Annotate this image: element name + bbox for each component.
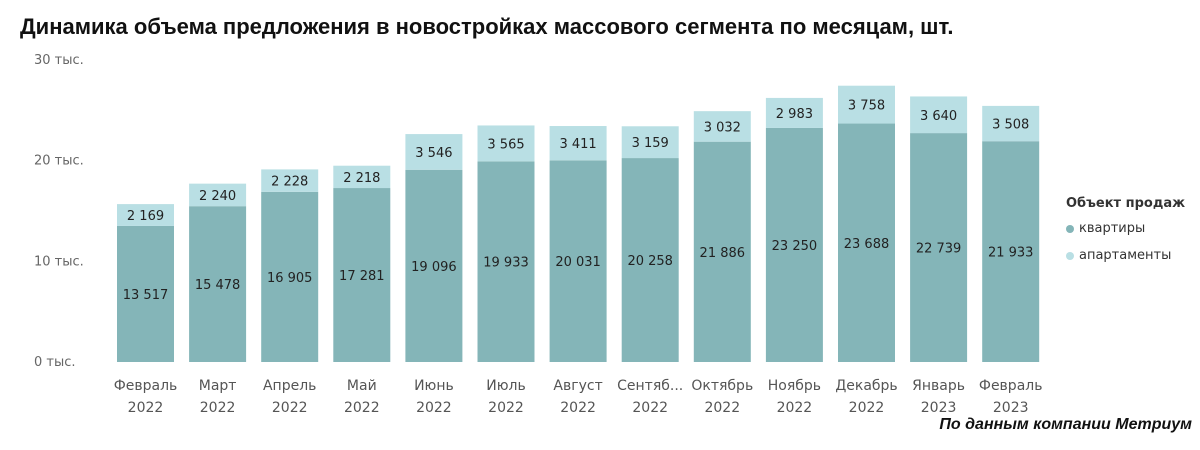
x-tick-label: Сентяб... [617, 378, 683, 394]
x-tick-label: 2022 [200, 400, 236, 416]
x-tick-label: 2022 [777, 400, 813, 416]
data-label-flats: 21 933 [988, 246, 1034, 261]
x-tick-label: 2022 [272, 400, 308, 416]
bar-segment-apartments[interactable] [621, 126, 679, 159]
source-note: По данным компании Метриум [939, 416, 1192, 433]
data-label-flats: 23 688 [844, 237, 890, 252]
data-label-flats: 20 258 [627, 254, 673, 269]
x-tick-label: 2022 [632, 400, 668, 416]
x-tick-label: 2022 [344, 400, 380, 416]
data-label-apartments: 3 546 [415, 146, 452, 161]
legend-label-apartments: апартаменты [1079, 248, 1172, 263]
x-tick-label: 2022 [416, 400, 452, 416]
x-tick-label: 2022 [488, 400, 524, 416]
bar-segment-flats[interactable] [189, 206, 247, 362]
y-tick-label: 0 тыс. [34, 355, 76, 370]
legend: Объект продаж квартиры апартаменты [1066, 196, 1185, 275]
data-label-flats: 19 933 [483, 256, 529, 271]
x-tick-label: Ноябрь [768, 378, 821, 394]
data-label-apartments: 3 159 [632, 136, 669, 151]
data-label-flats: 15 478 [195, 278, 241, 293]
x-tick-label: Февраль [114, 378, 178, 394]
legend-label-flats: квартиры [1079, 221, 1146, 236]
bar-segment-flats[interactable] [982, 141, 1040, 362]
x-tick-label: Декабрь [835, 378, 897, 394]
data-label-apartments: 2 228 [271, 175, 308, 190]
data-label-apartments: 2 240 [199, 189, 236, 204]
x-tick-label: Июнь [414, 378, 454, 394]
data-label-flats: 22 739 [916, 242, 962, 257]
data-label-flats: 16 905 [267, 271, 313, 286]
data-label-flats: 23 250 [772, 239, 818, 254]
data-label-apartments: 3 565 [487, 137, 524, 152]
x-tick-label: 2023 [921, 400, 957, 416]
bar-segment-apartments[interactable] [693, 111, 751, 142]
x-tick-label: Май [347, 378, 377, 394]
x-tick-label: Август [553, 378, 602, 394]
bar-segment-flats[interactable] [910, 133, 968, 362]
legend-item-apartments[interactable]: апартаменты [1066, 248, 1185, 263]
x-tick-label: 2022 [560, 400, 596, 416]
x-tick-label: 2022 [849, 400, 885, 416]
bar-segment-flats[interactable] [838, 123, 895, 362]
data-label-apartments: 3 032 [704, 120, 741, 135]
data-label-apartments: 2 169 [127, 209, 164, 224]
bar-segment-apartments[interactable] [549, 126, 607, 161]
bar-segment-flats[interactable] [693, 141, 751, 362]
bar-segment-flats[interactable] [117, 225, 174, 362]
legend-title: Объект продаж [1066, 196, 1186, 211]
x-tick-label: 2023 [993, 400, 1029, 416]
bar-segment-apartments[interactable] [333, 165, 391, 189]
y-tick-label: 20 тыс. [34, 154, 84, 169]
legend-swatch-apartments [1066, 251, 1074, 260]
bar-segment-apartments[interactable] [765, 97, 823, 128]
bar-segment-apartments[interactable] [117, 204, 174, 226]
bar-segment-apartments[interactable] [189, 183, 247, 207]
x-tick-label: Март [199, 378, 237, 394]
data-label-flats: 17 281 [339, 269, 385, 284]
data-label-apartments: 3 758 [848, 99, 885, 114]
chart-title: Динамика объема предложения в новостройк… [20, 14, 954, 39]
bar-segment-apartments[interactable] [982, 105, 1040, 142]
data-label-flats: 13 517 [123, 288, 169, 303]
bar-segment-flats[interactable] [405, 169, 463, 362]
y-tick-label: 10 тыс. [34, 254, 84, 269]
x-tick-label: 2022 [704, 400, 740, 416]
bar-segment-apartments[interactable] [910, 96, 968, 134]
bar-segment-flats[interactable] [261, 191, 319, 362]
y-tick-label: 30 тыс. [34, 53, 84, 68]
bar-segment-apartments[interactable] [838, 85, 895, 124]
bar-segment-flats[interactable] [549, 160, 607, 362]
bar-segment-flats[interactable] [333, 188, 391, 362]
bar-segment-flats[interactable] [621, 158, 679, 362]
bar-segment-apartments[interactable] [405, 134, 463, 170]
legend-item-apartments-flats[interactable]: квартиры [1066, 221, 1185, 236]
x-tick-label: Январь [912, 378, 965, 394]
x-tick-label: Апрель [263, 378, 316, 394]
x-tick-label: Октябрь [691, 378, 753, 394]
bar-segment-flats[interactable] [765, 127, 823, 362]
data-label-apartments: 2 218 [343, 171, 380, 186]
legend-swatch-flats [1066, 224, 1074, 233]
data-label-apartments: 3 411 [559, 137, 596, 152]
data-label-flats: 20 031 [555, 255, 601, 270]
data-label-apartments: 3 508 [992, 118, 1029, 133]
x-tick-label: Июль [486, 378, 525, 394]
x-tick-label: 2022 [128, 400, 164, 416]
data-label-apartments: 2 983 [776, 107, 813, 122]
data-label-apartments: 3 640 [920, 109, 957, 124]
bar-segment-apartments[interactable] [261, 169, 319, 192]
bar-segment-apartments[interactable] [477, 125, 535, 162]
data-label-flats: 19 096 [411, 260, 457, 275]
x-tick-label: Февраль [979, 378, 1043, 394]
data-label-flats: 21 886 [700, 246, 746, 261]
bar-segment-flats[interactable] [477, 161, 535, 362]
